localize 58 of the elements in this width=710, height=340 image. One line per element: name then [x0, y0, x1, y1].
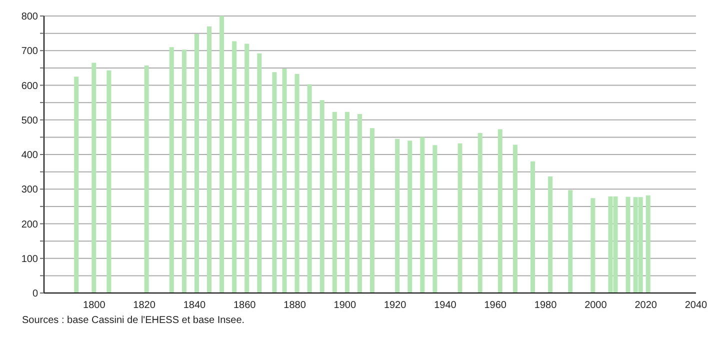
bar: [207, 26, 212, 293]
bar: [194, 34, 199, 293]
y-tick-label: 300: [21, 184, 38, 196]
y-tick-label: 700: [21, 46, 38, 58]
bar: [92, 62, 96, 293]
bar: [420, 137, 425, 293]
x-tick-label: 1940: [434, 300, 457, 312]
y-tick-label: 800: [21, 12, 38, 23]
x-tick-label: 1840: [183, 300, 206, 312]
bar: [257, 53, 262, 293]
x-tick-label: 1880: [284, 300, 306, 312]
bar: [626, 196, 630, 293]
y-tick-label: 0: [32, 288, 38, 300]
bar: [512, 144, 518, 293]
bar: [432, 145, 438, 293]
bar: [232, 41, 237, 293]
bar: [244, 44, 250, 293]
x-tick-label: 1820: [133, 300, 156, 312]
bar: [272, 72, 277, 293]
x-tick-label: 1900: [334, 300, 356, 312]
x-tick-label: 1860: [233, 300, 256, 312]
bar: [307, 84, 312, 293]
bar: [332, 112, 337, 293]
bar: [320, 100, 324, 293]
bar: [370, 128, 375, 293]
y-tick-label: 100: [21, 254, 38, 265]
bar: [182, 50, 186, 293]
x-tick-label: 2000: [584, 300, 608, 312]
bar: [357, 114, 362, 293]
bar: [220, 16, 224, 293]
source-note: Sources : base Cassini de l'EHESS et base Insee.: [22, 315, 246, 326]
x-tick-label: 2040: [684, 300, 708, 312]
y-tick-label: 200: [21, 219, 38, 230]
bar: [530, 161, 536, 293]
x-tick-label: 1920: [384, 300, 407, 312]
bar: [568, 190, 573, 293]
bar: [646, 195, 650, 293]
bar: [169, 47, 174, 293]
bar: [478, 133, 482, 293]
x-tick-label: 2020: [634, 300, 658, 312]
bar: [282, 68, 287, 293]
x-tick-label: 1800: [83, 300, 106, 312]
y-tick-label: 500: [21, 115, 38, 126]
y-tick-label: 400: [21, 150, 38, 162]
bar: [590, 198, 596, 293]
bar: [294, 74, 300, 293]
x-tick-label: 1980: [534, 300, 558, 312]
bar: [106, 70, 112, 293]
bar: [548, 176, 553, 293]
bar: [498, 129, 502, 293]
bar: [408, 140, 412, 293]
y-tick-label: 600: [21, 80, 38, 92]
x-tick-label: 1960: [484, 300, 507, 312]
bar: [395, 138, 400, 293]
bar: [74, 76, 79, 293]
bar: [144, 66, 149, 293]
bar: [344, 112, 350, 293]
bar: [458, 143, 462, 293]
